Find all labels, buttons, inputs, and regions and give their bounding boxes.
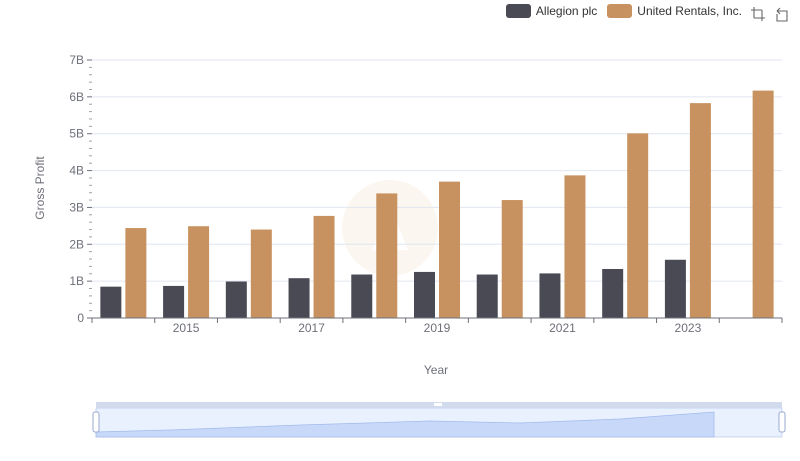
legend-label-united-rentals: United Rentals, Inc. (637, 4, 742, 18)
x-tick-label: 2015 (173, 321, 200, 335)
datazoom-handle-right[interactable] (778, 411, 786, 433)
bar-united-rentals-2019[interactable] (439, 181, 460, 318)
y-axis-title: Gross Profit (33, 156, 47, 220)
zoom-icon[interactable] (750, 6, 766, 22)
bar-allegion-2023[interactable] (664, 259, 686, 318)
bar-allegion-2022[interactable] (602, 268, 624, 318)
y-tick-label: 6B (69, 90, 84, 104)
bar-allegion-2021[interactable] (539, 273, 561, 318)
datazoom-move-handle[interactable] (434, 403, 442, 406)
bar-united-rentals-2018[interactable] (376, 193, 398, 318)
bar-united-rentals-2020[interactable] (501, 200, 523, 318)
y-axis-ticks: 0 1B 2B 3B 4B 5B 6B 7B (69, 53, 92, 325)
bar-united-rentals-2021[interactable] (564, 175, 586, 318)
x-axis-title: Year (424, 363, 448, 377)
toolbox (750, 6, 790, 22)
y-tick-label: 3B (69, 200, 84, 214)
legend-item-allegion[interactable]: Allegion plc (505, 4, 598, 18)
y-tick-label: 1B (69, 274, 84, 288)
bar-allegion-2019[interactable] (414, 271, 435, 318)
bar-allegion-2015[interactable] (163, 285, 185, 318)
legend-item-united-rentals[interactable]: United Rentals, Inc. (607, 4, 742, 18)
datazoom-preview-area (95, 411, 715, 438)
y-tick-label: 0 (77, 311, 84, 325)
datazoom-handle-left[interactable] (92, 411, 100, 433)
bar-allegion-2018[interactable] (351, 274, 373, 318)
x-tick-label: 2019 (424, 321, 451, 335)
x-tick-label: 2021 (549, 321, 576, 335)
y-tick-label: 2B (69, 237, 84, 251)
bar-united-rentals-2014[interactable] (125, 228, 147, 318)
bar-united-rentals-2022[interactable] (627, 133, 649, 318)
legend: Allegion plc United Rentals, Inc. (505, 4, 742, 18)
legend-swatch-allegion (505, 4, 531, 18)
bar-united-rentals-2016[interactable] (250, 229, 272, 318)
x-axis-ticks: 2015 2017 2019 2021 2023 (91, 318, 783, 335)
y-minor-ticks (89, 66, 92, 312)
bar-united-rentals-2015[interactable] (188, 226, 210, 318)
bar-allegion-2017[interactable] (288, 278, 310, 318)
bars (100, 90, 774, 318)
legend-swatch-united-rentals (607, 4, 633, 18)
bar-united-rentals-2024[interactable] (752, 90, 774, 318)
x-tick-label: 2017 (298, 321, 325, 335)
bar-allegion-2014[interactable] (100, 286, 122, 318)
bar-allegion-2016[interactable] (225, 281, 247, 318)
bar-united-rentals-2023[interactable] (689, 103, 711, 318)
y-tick-label: 5B (69, 127, 84, 141)
legend-label-allegion: Allegion plc (535, 4, 598, 18)
y-tick-label: 7B (69, 53, 84, 67)
datazoom-slider[interactable] (92, 402, 786, 438)
bar-allegion-2020[interactable] (476, 274, 498, 318)
datazoom-window[interactable] (96, 408, 782, 437)
restore-icon[interactable] (774, 6, 790, 22)
bar-united-rentals-2017[interactable] (313, 215, 335, 318)
y-tick-label: 4B (69, 164, 84, 178)
x-tick-label: 2023 (675, 321, 702, 335)
